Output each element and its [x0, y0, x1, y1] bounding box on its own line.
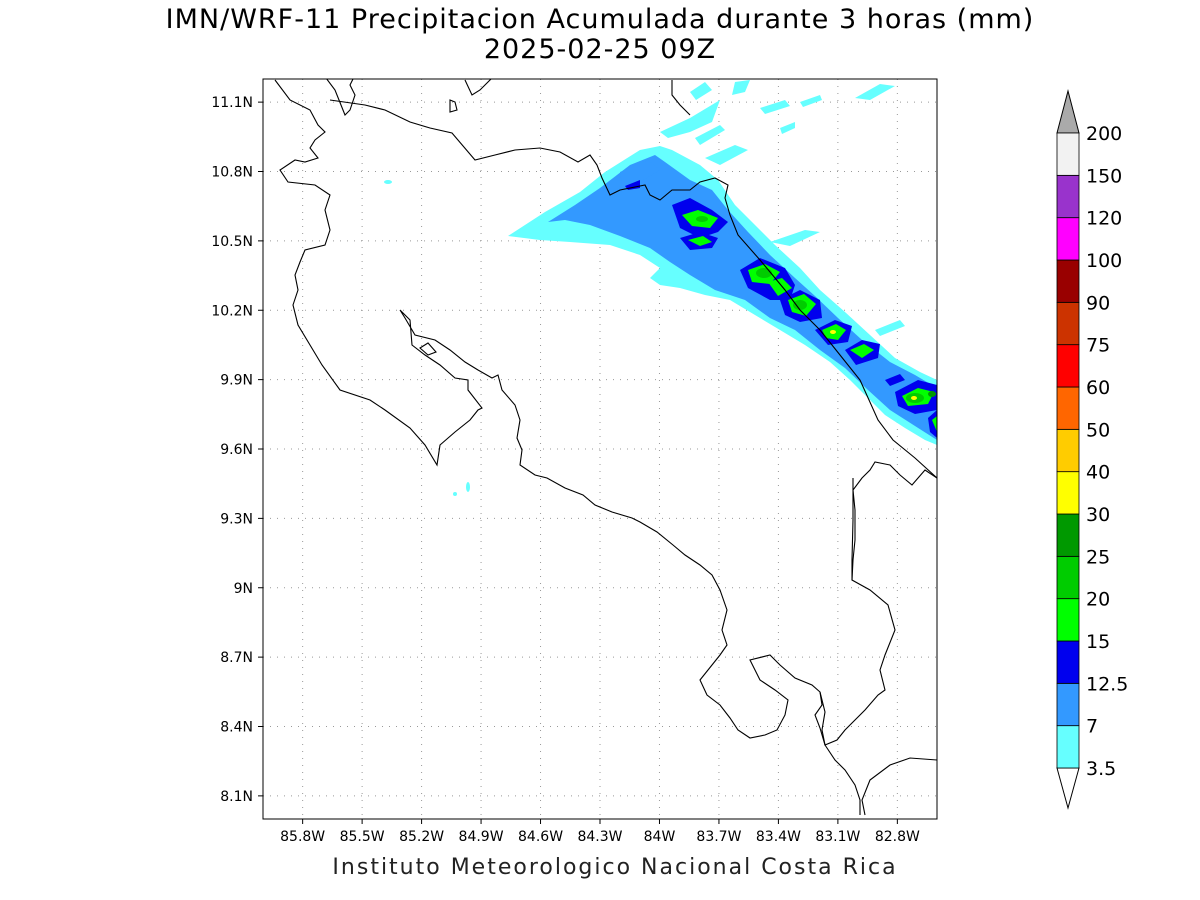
- rain-area-3-5: [770, 230, 820, 246]
- rain-area-3-5: [384, 180, 392, 184]
- lon-tick-label: 83.4W: [756, 829, 801, 845]
- colorbar-level-label: 20: [1086, 589, 1110, 611]
- colorbar-level-label: 100: [1086, 250, 1122, 272]
- colorbar-level-label: 7: [1086, 716, 1098, 738]
- lat-tick-label: 8.1N: [220, 789, 253, 805]
- rain-area-12-5: [885, 374, 905, 386]
- rain-area-15: [850, 344, 874, 358]
- rain-area-7: [548, 155, 937, 440]
- footer-credit: Instituto Meteorologico Nacional Costa R…: [332, 855, 898, 880]
- rain-area-20: [756, 268, 772, 278]
- colorbar-swatch: [1056, 217, 1080, 261]
- map-title: IMN/WRF-11 Precipitacion Acumulada duran…: [165, 4, 1035, 35]
- lon-tick-label: 84.6W: [518, 829, 563, 845]
- colorbar-level-label: 25: [1086, 546, 1110, 568]
- rain-area-12-5: [625, 180, 640, 190]
- lon-tick-label: 85.2W: [399, 829, 444, 845]
- lon-tick-label: 85.8W: [280, 829, 325, 845]
- colorbar-level-label: 90: [1086, 292, 1110, 314]
- rain-area-3-5: [732, 80, 750, 95]
- lon-tick-label: 84W: [644, 829, 676, 845]
- colorbar-swatch: [1056, 259, 1080, 303]
- rain-area-3-5: [855, 84, 895, 100]
- colorbar-swatch: [1056, 428, 1080, 473]
- colorbar-level-label: 60: [1086, 377, 1110, 399]
- colorbar-level-label: 120: [1086, 208, 1122, 230]
- lat-tick-label: 10.8N: [211, 165, 253, 181]
- rain-area-3-5: [780, 122, 795, 134]
- latitude-axis: 11.1N 10.8N 10.5N 10.2N 9.9N 9.6N 9.3N 9N 8.7N 8.…: [211, 95, 263, 805]
- colorbar-level-label: 150: [1086, 165, 1122, 187]
- colorbar-level-label: 12.5: [1086, 673, 1128, 695]
- colorbar-level-label: 50: [1086, 419, 1110, 441]
- rain-area-20: [696, 216, 708, 222]
- rain-area-3-5: [660, 100, 720, 138]
- country-border: [329, 80, 937, 746]
- colorbar-swatch: [1056, 640, 1080, 684]
- lon-tick-label: 84.9W: [459, 829, 504, 845]
- rain-area-3-5: [690, 82, 712, 100]
- rain-area-25: [928, 391, 936, 397]
- grid-lines: [263, 79, 937, 819]
- colorbar-level-label: 200: [1086, 123, 1122, 145]
- rain-area-30: [911, 396, 917, 400]
- colorbar-swatch: [1056, 725, 1080, 769]
- colorbar: 3.5 7 12.5 15 20 25 30 40 50 60 75 90 100 120 150 200: [1056, 89, 1128, 810]
- rain-area-7: [620, 160, 660, 184]
- rain-area-3-5: [453, 492, 457, 496]
- colorbar-level-label: 3.5: [1086, 758, 1116, 780]
- longitude-axis: 85.8W 85.5W 85.2W 84.9W 84.6W 84.3W 84W 83.7W 83…: [280, 819, 920, 845]
- lon-tick-label: 82.8W: [875, 829, 920, 845]
- lat-tick-label: 9N: [234, 581, 253, 597]
- lat-tick-label: 9.3N: [220, 511, 253, 527]
- coastline: [274, 79, 937, 816]
- colorbar-swatch: [1056, 555, 1080, 600]
- colorbar-level-label: 40: [1086, 462, 1110, 484]
- rain-area-15: [768, 278, 792, 296]
- lon-tick-label: 85.5W: [340, 829, 385, 845]
- lat-tick-label: 10.5N: [211, 234, 253, 250]
- rain-area-20: [793, 300, 807, 310]
- rain-area-3-5: [760, 100, 790, 114]
- rain-area-15: [688, 236, 712, 246]
- rain-area-12-5: [928, 410, 937, 438]
- colorbar-swatch: [1056, 471, 1080, 515]
- rain-area-3-5: [705, 145, 748, 165]
- colorbar-over-arrow: [1056, 89, 1080, 134]
- precipitation-field: [384, 80, 937, 496]
- lat-tick-label: 11.1N: [211, 95, 253, 111]
- lon-tick-label: 84.3W: [577, 829, 622, 845]
- colorbar-swatch: [1056, 598, 1080, 642]
- lat-tick-label: 8.7N: [220, 650, 253, 666]
- lat-tick-label: 9.6N: [220, 442, 253, 458]
- rain-area-3-5: [875, 320, 905, 336]
- rain-area-3-5: [695, 125, 725, 145]
- map-valid-time: 2025-02-25 09Z: [483, 34, 717, 65]
- colorbar-swatch: [1056, 132, 1080, 176]
- colorbar-swatch: [1056, 301, 1080, 346]
- colorbar-swatch: [1056, 174, 1080, 219]
- rain-area-30: [830, 330, 836, 334]
- lon-tick-label: 83.1W: [815, 829, 860, 845]
- colorbar-level-label: 75: [1086, 335, 1110, 357]
- rain-area-15: [932, 416, 937, 432]
- rain-area-3-5: [466, 482, 470, 492]
- colorbar-under-arrow: [1056, 767, 1080, 810]
- colorbar-swatch: [1056, 344, 1080, 388]
- lon-tick-label: 83.7W: [696, 829, 741, 845]
- rain-area-3-5: [508, 146, 937, 445]
- rain-area-3-5: [800, 95, 822, 107]
- lat-tick-label: 10.2N: [211, 303, 253, 319]
- lat-tick-label: 8.4N: [220, 720, 253, 736]
- colorbar-level-label: 15: [1086, 631, 1110, 653]
- colorbar-swatch: [1056, 513, 1080, 557]
- colorbar-swatch: [1056, 682, 1080, 727]
- colorbar-level-label: 30: [1086, 504, 1110, 526]
- colorbar-swatch: [1056, 386, 1080, 430]
- lat-tick-label: 9.9N: [220, 373, 253, 389]
